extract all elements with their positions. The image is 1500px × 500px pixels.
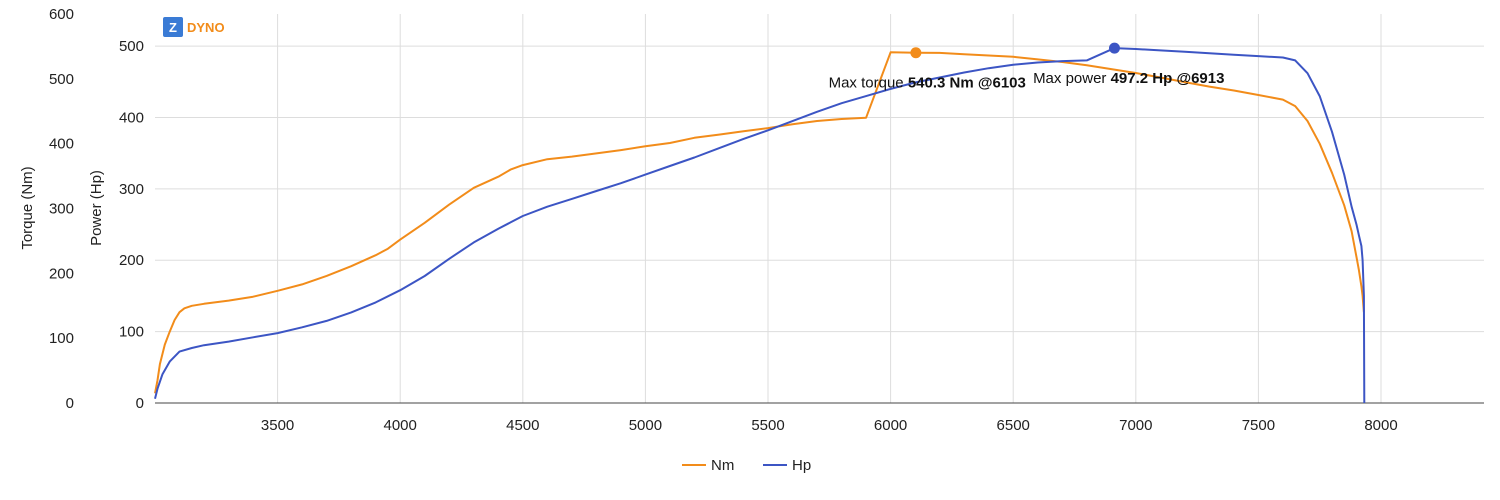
power-tick-label-0: 0	[136, 395, 144, 412]
torque-axis-title: Torque (Nm)	[19, 166, 36, 249]
legend: Nm Hp	[682, 457, 811, 474]
x-axis-ticks: 3500 4000 4500 5000 5500 6000 6500 7000 7500 8000	[261, 417, 1398, 434]
power-tick-label-100: 100	[119, 324, 144, 341]
grid	[155, 14, 1484, 403]
series-line-hp	[154, 47, 1366, 404]
torque-tick-label-500: 500	[49, 71, 74, 88]
power-axis-ticks: 0 100 200 300 400 500	[119, 38, 144, 412]
power-tick-label-500: 500	[119, 38, 144, 55]
x-tick-label-4500: 4500	[506, 417, 539, 434]
x-tick-label-5500: 5500	[751, 417, 784, 434]
torque-tick-label-100: 100	[49, 330, 74, 347]
x-tick-label-7000: 7000	[1119, 417, 1152, 434]
x-tick-label-6000: 6000	[874, 417, 907, 434]
max-label-value-nm: 540.3 Nm @6103	[908, 75, 1026, 92]
max-label-text-hp: Max power	[1033, 70, 1111, 87]
max-label-nm: Max torque 540.3 Nm @6103	[829, 75, 1026, 92]
max-marker-hp	[1108, 42, 1120, 54]
torque-tick-label-0: 0	[66, 395, 74, 412]
power-axis-title: Power (Hp)	[88, 170, 105, 246]
logo: Z DYNO	[163, 17, 225, 37]
x-tick-label-6500: 6500	[997, 417, 1030, 434]
legend-label-nm: Nm	[711, 457, 734, 474]
x-tick-label-4000: 4000	[384, 417, 417, 434]
legend-label-hp: Hp	[792, 457, 811, 474]
torque-tick-label-600: 600	[49, 6, 74, 23]
torque-tick-label-200: 200	[49, 265, 74, 282]
max-label-value-hp: 497.2 Hp @6913	[1111, 70, 1225, 87]
power-tick-label-400: 400	[119, 109, 144, 126]
logo-mark-icon	[163, 17, 183, 37]
x-tick-label-3500: 3500	[261, 417, 294, 434]
power-tick-label-300: 300	[119, 181, 144, 198]
torque-axis-ticks: 0 100 200 300 400 500 600	[49, 6, 74, 412]
x-tick-label-8000: 8000	[1364, 417, 1397, 434]
max-label-hp: Max power 497.2 Hp @6913	[1033, 70, 1224, 87]
power-tick-label-200: 200	[119, 252, 144, 269]
series-line-nm	[154, 51, 1365, 394]
max-label-text-nm: Max torque	[829, 75, 908, 92]
torque-tick-label-400: 400	[49, 136, 74, 153]
x-tick-label-5000: 5000	[629, 417, 662, 434]
torque-tick-label-300: 300	[49, 201, 74, 218]
logo-text: DYNO	[187, 20, 225, 35]
annotations-group: Max torque 540.3 Nm @6103 Max power 497.2…	[829, 42, 1224, 92]
x-tick-label-7500: 7500	[1242, 417, 1275, 434]
series-group	[154, 47, 1366, 404]
max-marker-nm	[910, 47, 922, 59]
logo-mark: Z	[169, 20, 177, 35]
